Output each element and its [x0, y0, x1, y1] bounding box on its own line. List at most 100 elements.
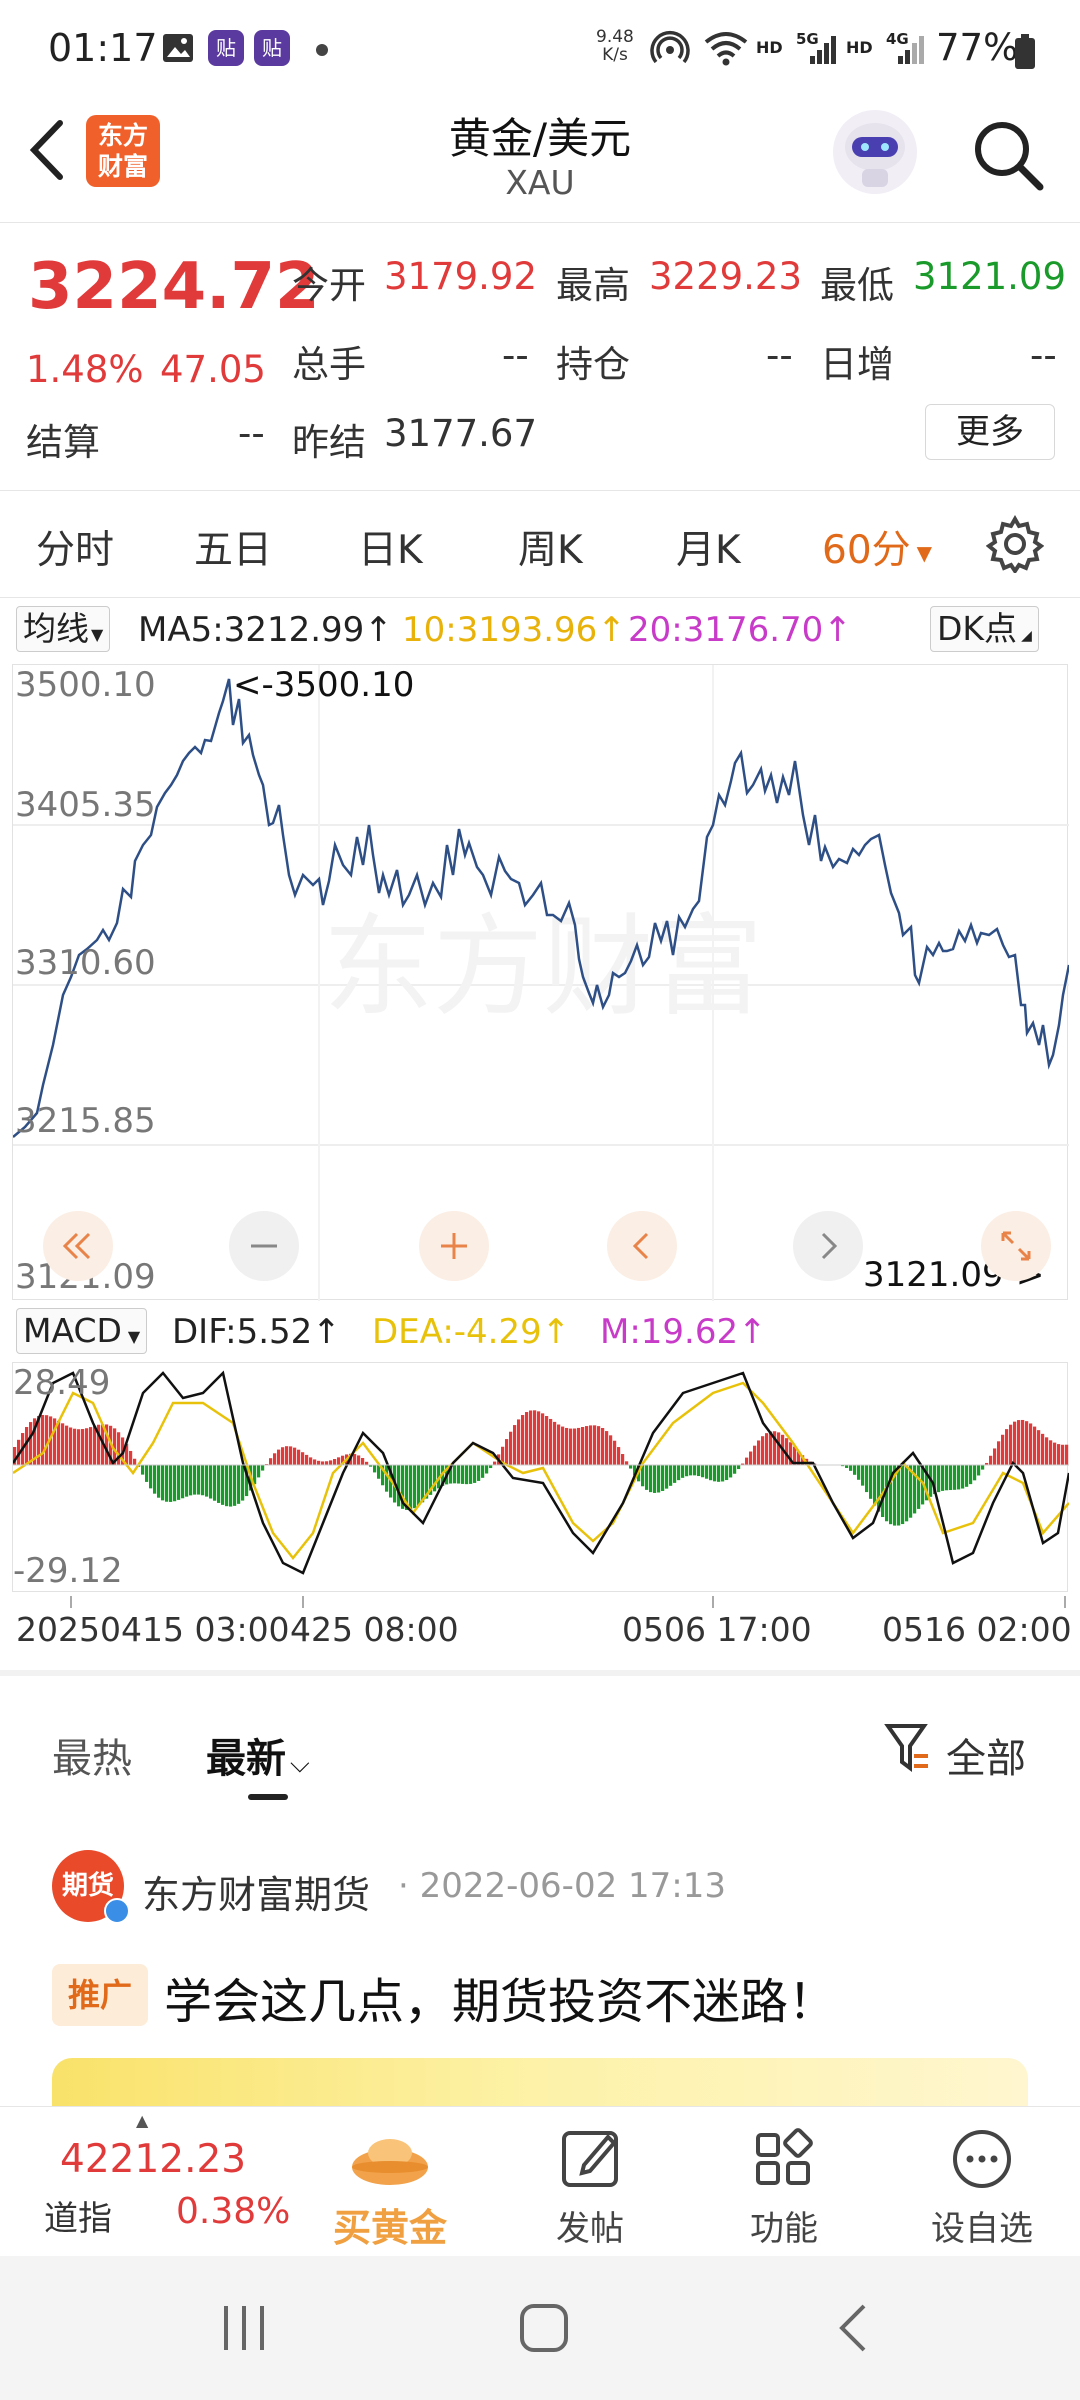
settings-button[interactable] — [985, 514, 1045, 577]
page-title: 黄金/美元 — [448, 114, 632, 163]
dk-point-selector[interactable]: DK点 ◢ — [930, 606, 1039, 652]
macd-bar — [605, 1431, 609, 1465]
macd-bar — [173, 1465, 177, 1502]
nav-functions[interactable]: 功能 — [734, 2127, 834, 2249]
prev-button[interactable] — [607, 1211, 677, 1281]
open-label: 今开 — [292, 264, 366, 307]
robot-assistant-icon[interactable] — [830, 107, 920, 197]
nav-buy-gold[interactable]: 买黄金 — [320, 2123, 460, 2250]
ma5-text: MA5:3212.99 — [138, 610, 365, 650]
nav-post[interactable]: 发帖 — [540, 2127, 640, 2249]
macd-bar — [661, 1465, 665, 1491]
index-name[interactable]: 道指 — [44, 2199, 112, 2239]
filter-all[interactable]: 全部 — [946, 1736, 1026, 1782]
recent-apps-button[interactable] — [218, 2302, 270, 2358]
settle-value: -- — [238, 412, 265, 455]
macd-bar — [569, 1428, 573, 1465]
macd-bar — [61, 1423, 65, 1465]
app-badge-icon: 贴 — [208, 30, 244, 66]
macd-bar — [749, 1451, 753, 1465]
tab-60min[interactable]: 60分 ▼ — [822, 519, 932, 575]
macd-bar — [917, 1465, 921, 1509]
tab-monthly-k[interactable]: 月K — [676, 528, 741, 573]
macd-bar — [709, 1465, 713, 1481]
fullscreen-button[interactable] — [981, 1211, 1051, 1281]
macd-bar — [85, 1428, 89, 1465]
news-tab-latest[interactable]: 最新 ⌵ — [206, 1726, 310, 1784]
index-change[interactable]: 0.38% — [176, 2191, 291, 2232]
macd-bar — [869, 1465, 873, 1499]
tab-five-day[interactable]: 五日 — [194, 528, 273, 573]
macd-bar — [789, 1442, 793, 1465]
fast-back-button[interactable] — [43, 1211, 113, 1281]
ma20-text: 20:3176.70 — [628, 610, 824, 650]
macd-bar — [369, 1465, 373, 1467]
dif-value: DIF:5.52↑ — [172, 1312, 341, 1352]
battery-percent: 77% — [936, 26, 1019, 69]
macd-bar — [169, 1465, 173, 1502]
zoom-in-icon — [441, 1233, 467, 1259]
net-rate-value: 9.48 — [596, 27, 634, 47]
macd-bar — [1029, 1423, 1033, 1465]
price-chart[interactable]: 东方财富 3500.10 3405.35 3310.60 3215.85 312… — [12, 664, 1069, 1301]
macd-bar — [377, 1465, 381, 1479]
macd-bar — [681, 1465, 685, 1478]
search-button[interactable] — [968, 115, 1048, 195]
macd-y-top: 28.49 — [13, 1363, 111, 1403]
more-circle-icon — [953, 2130, 1011, 2188]
x-tick — [302, 1596, 304, 1608]
macd-bar — [433, 1465, 437, 1492]
macd-bar — [205, 1465, 209, 1497]
ma10-text: 10:3193.96 — [402, 610, 598, 650]
y-axis-label: 3310.60 — [15, 943, 156, 983]
macd-bar — [1025, 1421, 1029, 1465]
m-value: M:19.62↑ — [600, 1312, 767, 1352]
macd-bar — [965, 1465, 969, 1487]
macd-selector[interactable]: MACD ▼ — [16, 1308, 148, 1354]
nav-add-watchlist[interactable]: 设自选 — [922, 2127, 1042, 2249]
more-button[interactable]: 更多 — [925, 404, 1055, 460]
settle-label: 结算 — [26, 421, 100, 464]
macd-bar — [469, 1465, 473, 1484]
macd-bar — [457, 1465, 461, 1484]
time-axis: 20250415 03:00 425 08:00 0506 17:00 0516… — [0, 1596, 1080, 1676]
macd-bar — [453, 1465, 457, 1484]
app-logo[interactable]: 东方 财富 — [86, 115, 160, 187]
home-button[interactable] — [518, 2302, 570, 2358]
author-name[interactable]: 东方财富期货 — [142, 1873, 371, 1917]
macd-bar — [45, 1415, 49, 1465]
macd-bar — [29, 1422, 33, 1465]
zoom-in-button[interactable] — [419, 1211, 489, 1281]
macd-bar — [421, 1465, 425, 1503]
last-price: 3224.72 — [28, 250, 320, 324]
tab-daily-k[interactable]: 日K — [358, 528, 423, 573]
next-button[interactable] — [793, 1211, 863, 1281]
macd-bar — [189, 1465, 193, 1496]
next-icon — [821, 1232, 838, 1260]
back-button[interactable] — [24, 117, 74, 183]
tab-weekly-k[interactable]: 周K — [518, 528, 583, 573]
expand-arrow-icon[interactable]: ▲ — [136, 2111, 149, 2130]
news-headline[interactable]: 学会这几点，期货投资不迷路！ — [164, 1974, 837, 2030]
macd-bar — [741, 1463, 745, 1465]
filter-icon[interactable] — [884, 1720, 932, 1780]
macd-bar — [1065, 1444, 1069, 1465]
x-tick — [70, 1596, 72, 1608]
news-tab-hot[interactable]: 最热 — [52, 1736, 132, 1782]
ma-selector[interactable]: 均线 ▼ — [16, 606, 111, 652]
zoom-out-button[interactable] — [229, 1211, 299, 1281]
macd-bar — [1009, 1424, 1013, 1465]
macd-header: MACD ▼ DIF:5.52↑ DEA:-4.29↑ M:19.62↑ — [0, 1306, 1080, 1360]
macd-chart[interactable]: 28.49 -29.12 — [12, 1362, 1069, 1592]
index-value[interactable]: 42212.23 — [60, 2137, 247, 2182]
macd-bar — [893, 1465, 897, 1526]
macd-bar — [705, 1465, 709, 1479]
m-text: M:19.62 — [600, 1312, 739, 1352]
macd-bar — [725, 1465, 729, 1481]
dropdown-arrow-icon: ▼ — [91, 625, 104, 644]
promo-badge: 推广 — [52, 1964, 148, 2026]
system-back-button[interactable] — [828, 2302, 880, 2358]
macd-bar — [481, 1465, 485, 1478]
position-value: -- — [766, 334, 793, 377]
tab-intraday[interactable]: 分时 — [36, 528, 115, 573]
